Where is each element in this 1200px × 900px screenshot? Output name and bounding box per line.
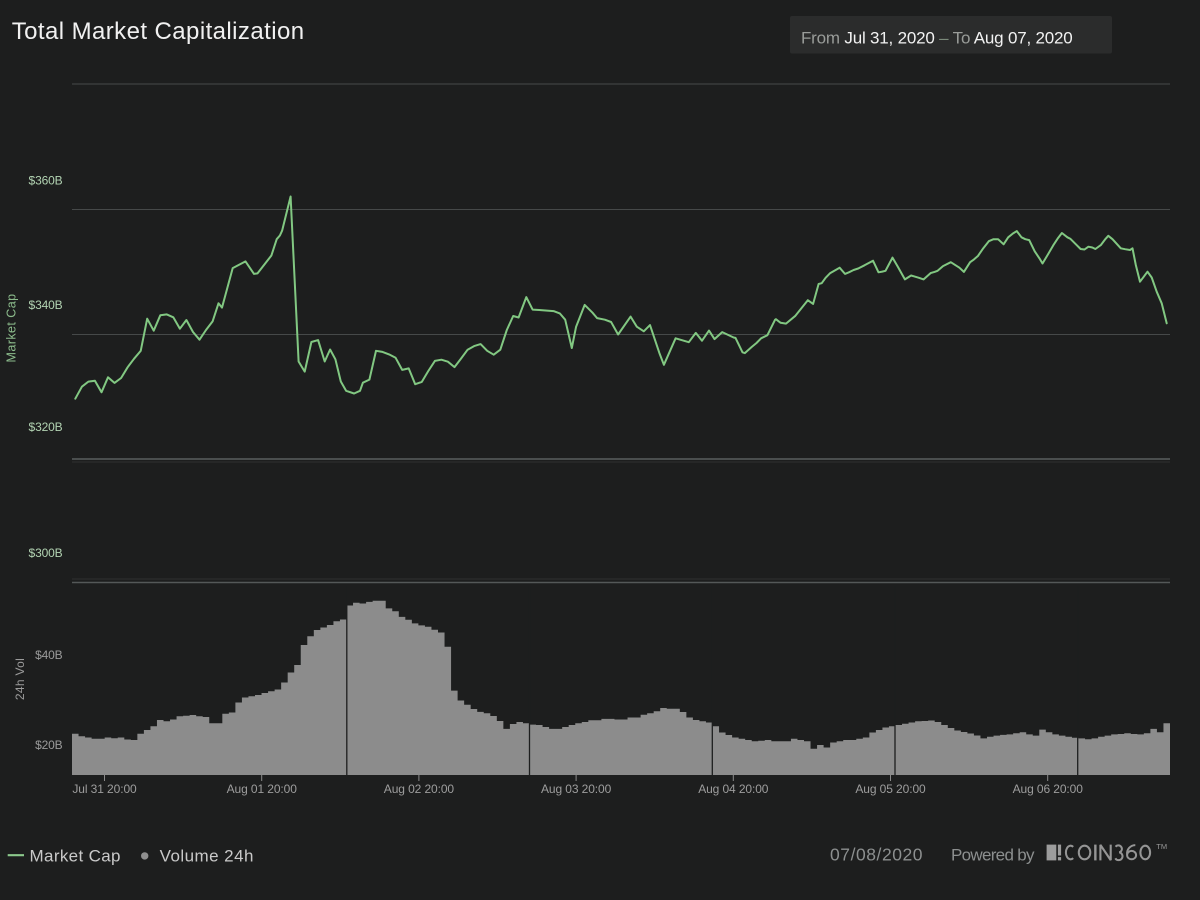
svg-text:$40B: $40B	[35, 648, 63, 662]
svg-text:Market Cap: Market Cap	[30, 847, 121, 866]
svg-text:Volume 24h: Volume 24h	[160, 847, 254, 866]
svg-text:From Jul 31, 2020 – To Aug 07,: From Jul 31, 2020 – To Aug 07, 2020	[801, 29, 1073, 48]
svg-text:TM: TM	[1156, 842, 1167, 851]
svg-text:Powered by: Powered by	[951, 846, 1035, 865]
svg-text:Aug 02 20:00: Aug 02 20:00	[384, 782, 455, 796]
svg-text:Aug 03 20:00: Aug 03 20:00	[541, 782, 612, 796]
svg-text:$340B: $340B	[29, 298, 63, 312]
svg-text:$360B: $360B	[29, 174, 63, 188]
svg-text:Market Cap: Market Cap	[5, 293, 19, 362]
svg-text:Aug 01 20:00: Aug 01 20:00	[227, 782, 298, 796]
svg-text:Aug 04 20:00: Aug 04 20:00	[698, 782, 769, 796]
svg-text:$20B: $20B	[35, 738, 63, 752]
svg-text:Aug 06 20:00: Aug 06 20:00	[1013, 782, 1084, 796]
svg-text:$300B: $300B	[29, 546, 63, 560]
svg-text:Jul 31 20:00: Jul 31 20:00	[72, 782, 137, 796]
svg-text:$320B: $320B	[29, 420, 63, 434]
svg-text:Aug 05 20:00: Aug 05 20:00	[855, 782, 926, 796]
svg-text:24h Vol: 24h Vol	[13, 658, 27, 700]
svg-text:Total Market Capitalization: Total Market Capitalization	[12, 18, 305, 45]
svg-text:07/08/2020: 07/08/2020	[830, 845, 923, 865]
